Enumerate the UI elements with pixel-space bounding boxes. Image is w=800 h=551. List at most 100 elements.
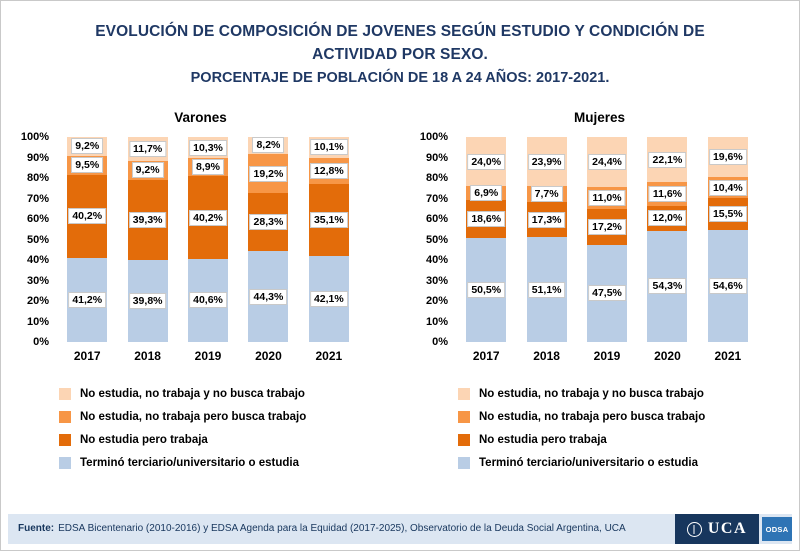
bar-segment: 28,3%	[248, 193, 289, 252]
data-label: 22,1%	[648, 151, 687, 168]
bar-segment: 8,9%	[188, 158, 229, 177]
data-label: 44,3%	[249, 288, 288, 305]
bar-2017: 24,0% 6,9% 18,6% 50,5%	[456, 137, 516, 342]
data-label: 23,9%	[527, 153, 566, 170]
bar-segment: 9,5%	[67, 155, 108, 176]
data-label: 11,0%	[588, 190, 626, 207]
legend-item: No estudia, no trabaja pero busca trabaj…	[59, 410, 400, 424]
y-tick-label: 40%	[425, 254, 448, 266]
legend-item: No estudia pero trabaja	[458, 433, 799, 447]
data-label: 40,2%	[189, 209, 227, 226]
y-tick-label: 60%	[425, 213, 448, 225]
data-label: 9,5%	[71, 157, 104, 174]
data-label: 11,7%	[129, 141, 167, 157]
data-label: 42,1%	[309, 290, 348, 307]
bar-segment: 42,1%	[308, 255, 349, 342]
plot-area-varones: 0% 10% 20% 30% 40% 50% 60% 70% 80% 90% 100% 9,2% 9,…	[1, 131, 400, 363]
legend-item: Terminó terciario/universitario o estudi…	[458, 456, 799, 470]
bar-2021: 19,6% 10,4% 15,5% 54,6%	[698, 136, 758, 342]
figure-subtitle: PORCENTAJE DE POBLACIÓN DE 18 A 24 AÑOS:…	[190, 70, 610, 86]
data-label: 28,3%	[249, 214, 288, 231]
bar-segment: 40,2%	[67, 175, 108, 258]
bar-segment: 15,5%	[707, 198, 748, 231]
chart-mujeres: Mujeres 0% 10% 20% 30% 40% 50% 60% 70% 80% 90% 100…	[400, 110, 799, 479]
bar-segment: 10,3%	[188, 137, 229, 159]
legend-swatch	[458, 457, 470, 469]
x-tick-label: 2017	[73, 349, 101, 363]
data-label: 19,2%	[249, 165, 288, 182]
bar-segment: 44,3%	[248, 251, 289, 342]
legend-swatch	[59, 434, 71, 446]
y-tick-label: 30%	[26, 274, 49, 287]
legend-label: No estudia, no trabaja y no busca trabaj…	[479, 388, 704, 400]
y-tick-label: 30%	[425, 274, 448, 287]
bar-segment: 24,4%	[587, 136, 628, 187]
data-label: 40,2%	[68, 208, 107, 225]
bar-segment: 6,9%	[466, 185, 507, 202]
bar-segment: 39,3%	[127, 179, 168, 261]
bar-segment: 54,3%	[647, 230, 688, 342]
bar-2017: 9,2% 9,5% 40,2% 41,2%	[57, 136, 117, 342]
bar-segment: 40,2%	[188, 176, 229, 259]
x-tick-label: 2020	[654, 349, 681, 363]
bar-segment: 24,0%	[466, 137, 507, 187]
figure-header: EVOLUCIÓN DE COMPOSICIÓN DE JOVENES SEGÚ…	[1, 1, 799, 90]
y-tick-label: 40%	[26, 254, 49, 266]
bar-2018: 11,7% 9,2% 39,3% 39,8%	[117, 137, 177, 342]
x-tick-label: 2020	[255, 349, 282, 363]
plot-main-varones: 9,2% 9,5% 40,2% 41,2% 11,7% 9,2% 39,3% 39,8% 10,…	[57, 136, 359, 363]
data-label: 15,5%	[708, 206, 747, 223]
bar-segment: 10,4%	[707, 177, 748, 199]
data-label: 11,6%	[648, 186, 687, 203]
data-label: 12,8%	[309, 162, 348, 179]
x-tick-label: 2018	[533, 349, 560, 363]
y-tick-label: 80%	[425, 172, 448, 184]
figure-title-line2: ACTIVIDAD POR SEXO.	[312, 46, 488, 63]
legend-item: No estudia, no trabaja pero busca trabaj…	[458, 410, 799, 424]
bar-segment: 17,3%	[526, 201, 567, 238]
plot-main-mujeres: 24,0% 6,9% 18,6% 50,5% 23,9% 7,7% 17,3% 51,1% 24…	[456, 136, 758, 363]
source-label: Fuente:	[18, 523, 55, 534]
data-label: 50,5%	[467, 282, 506, 299]
bar-segment: 8,2%	[248, 137, 289, 154]
data-label: 17,2%	[588, 219, 626, 235]
charts-row: Varones 0% 10% 20% 30% 40% 50% 60% 70% 80% 90% 100…	[1, 110, 799, 479]
legend-swatch	[59, 457, 71, 469]
legend-varones: No estudia, no trabaja y no busca trabaj…	[59, 387, 400, 470]
chart-title-varones: Varones	[174, 110, 227, 125]
legend-swatch	[458, 388, 470, 400]
y-tick-label: 90%	[425, 151, 448, 164]
data-label: 18,6%	[467, 211, 506, 228]
bar-segment: 22,1%	[647, 137, 688, 183]
data-label: 6,9%	[470, 185, 503, 202]
data-label: 7,7%	[530, 185, 563, 202]
x-tick-label: 2019	[593, 349, 621, 363]
y-tick-label: 60%	[26, 213, 49, 225]
bar-segment: 54,6%	[707, 230, 748, 342]
bar-2021: 10,1% 12,8% 35,1% 42,1%	[299, 136, 359, 342]
bar-segment: 47,5%	[587, 244, 628, 342]
data-label: 10,3%	[189, 139, 227, 156]
y-tick-label: 90%	[26, 151, 49, 164]
data-label: 9,2%	[71, 138, 104, 155]
data-label: 12,0%	[648, 210, 687, 227]
legend-label: No estudia pero trabaja	[80, 434, 208, 446]
bar-segment: 39,8%	[127, 260, 168, 342]
legend-item: No estudia, no trabaja y no busca trabaj…	[59, 387, 400, 401]
data-label: 9,2%	[131, 162, 164, 179]
legend-swatch	[59, 388, 71, 400]
y-tick-label: 20%	[26, 295, 49, 307]
chart-varones: Varones 0% 10% 20% 30% 40% 50% 60% 70% 80% 90% 100…	[1, 110, 400, 479]
x-tick-label: 2018	[134, 349, 161, 363]
plot-area-mujeres: 0% 10% 20% 30% 40% 50% 60% 70% 80% 90% 100% 24,0% 6…	[400, 131, 799, 363]
legend-item: Terminó terciario/universitario o estudi…	[59, 456, 400, 470]
legend-swatch	[458, 434, 470, 446]
x-axis-varones: 2017 2018 2019 2020 2021	[57, 349, 359, 363]
data-label: 54,3%	[648, 278, 687, 295]
data-label: 10,4%	[708, 179, 747, 196]
bar-2020: 22,1% 11,6% 12,0% 54,3%	[637, 137, 697, 342]
bar-segment: 19,2%	[248, 153, 289, 194]
data-label: 40,6%	[189, 292, 227, 309]
y-tick-label: 50%	[26, 233, 49, 246]
legend-mujeres: No estudia, no trabaja y no busca trabaj…	[458, 387, 799, 470]
